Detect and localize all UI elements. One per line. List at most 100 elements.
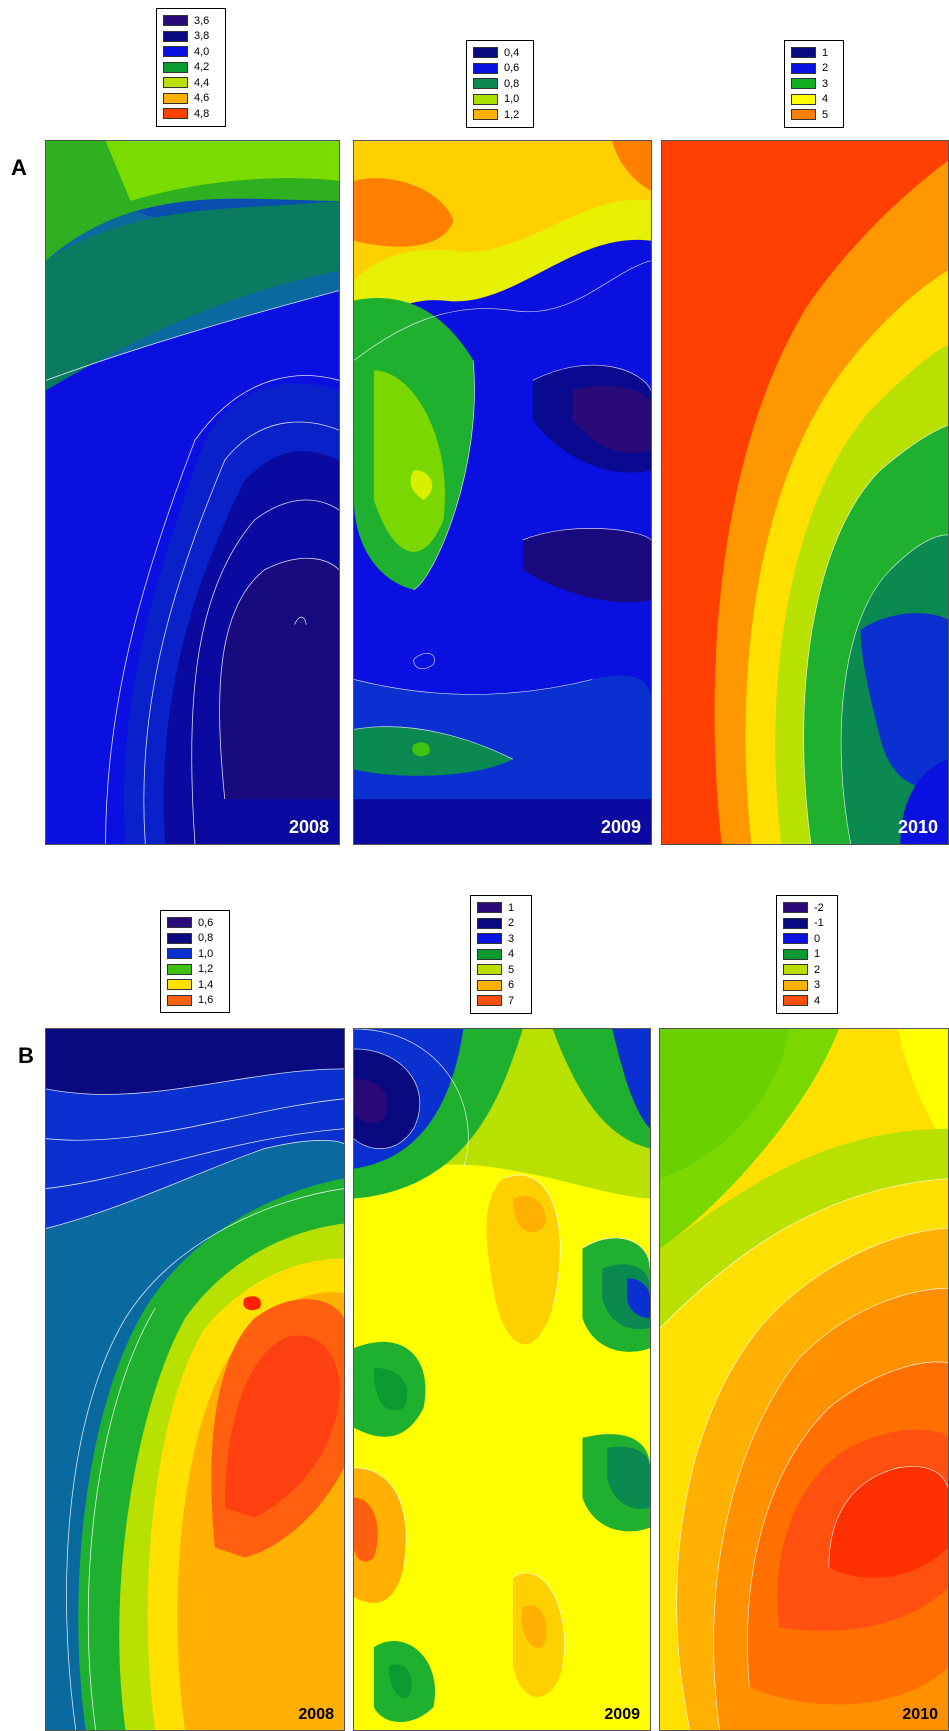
legend-swatch bbox=[163, 30, 188, 42]
legend-swatch bbox=[167, 948, 192, 960]
legend-label: 3,6 bbox=[194, 14, 210, 27]
legend-swatch bbox=[791, 78, 816, 90]
legend-swatch bbox=[473, 47, 498, 59]
legend-entry: 1 bbox=[477, 900, 525, 916]
legend-label: 7 bbox=[508, 994, 515, 1007]
legend-swatch bbox=[791, 93, 816, 105]
legend-swatch bbox=[167, 917, 192, 929]
legend-swatch bbox=[477, 995, 502, 1007]
legend-label: -1 bbox=[814, 917, 824, 930]
legend-entry: 4 bbox=[477, 947, 525, 963]
legend-entry: 5 bbox=[791, 107, 837, 123]
legend-swatch bbox=[167, 963, 192, 975]
legend-label: 0 bbox=[814, 932, 821, 945]
legend-entry: 4,8 bbox=[163, 106, 219, 122]
legend-swatch bbox=[473, 109, 498, 121]
legend-entry: -1 bbox=[783, 916, 831, 932]
legend-label: 1,6 bbox=[198, 994, 214, 1007]
legend-label: 1,0 bbox=[198, 947, 214, 960]
contour-map-a-2008: 2008 bbox=[45, 140, 340, 845]
legend-entry: 0 bbox=[783, 931, 831, 947]
legend-entry: -2 bbox=[783, 900, 831, 916]
legend-label: 4,6 bbox=[194, 92, 210, 105]
legend-swatch bbox=[477, 979, 502, 991]
legend-entry: 2 bbox=[783, 962, 831, 978]
legend-swatch bbox=[473, 62, 498, 74]
legend-entry: 1 bbox=[791, 45, 837, 61]
legend-entry: 2 bbox=[477, 916, 525, 932]
legend-entry: 3,8 bbox=[163, 29, 219, 45]
legend-label: 0,4 bbox=[504, 46, 520, 59]
year-label-a-2010: 2010 bbox=[897, 817, 938, 837]
legend-label: 2 bbox=[508, 917, 515, 930]
legend-label: 1 bbox=[822, 46, 829, 59]
panel-letter-a: A bbox=[11, 155, 27, 180]
legend-swatch bbox=[791, 62, 816, 74]
legend-label: 3 bbox=[822, 77, 829, 90]
legend-entry: 7 bbox=[477, 993, 525, 1009]
legend-label: 4,0 bbox=[194, 45, 210, 58]
legend-label: 4 bbox=[508, 948, 515, 961]
legend-label: -2 bbox=[814, 901, 824, 914]
legend-label: 5 bbox=[508, 963, 515, 976]
legend-label: 4,2 bbox=[194, 61, 210, 74]
legend-swatch bbox=[477, 933, 502, 945]
year-label-a-2008: 2008 bbox=[288, 817, 329, 837]
legend-label: 1,4 bbox=[198, 978, 214, 991]
legend-swatch bbox=[473, 78, 498, 90]
legend-swatch bbox=[783, 902, 808, 914]
legend-entry: 4,6 bbox=[163, 91, 219, 107]
legend-entry: 6 bbox=[477, 978, 525, 994]
legend-entry: 4,2 bbox=[163, 60, 219, 76]
legend-label: 2 bbox=[814, 963, 821, 976]
legend-entry: 4,0 bbox=[163, 44, 219, 60]
legend-entry: 1,2 bbox=[473, 107, 527, 123]
legend-label: 4,4 bbox=[194, 76, 210, 89]
legend-label: 2 bbox=[822, 62, 829, 75]
legend-label: 4 bbox=[822, 93, 829, 106]
panel-letter-b: B bbox=[18, 1043, 34, 1068]
year-label-b-2009: 2009 bbox=[604, 1706, 640, 1723]
legend-swatch bbox=[167, 979, 192, 991]
legend-entry: 1,4 bbox=[167, 977, 223, 993]
legend-label: 4 bbox=[814, 994, 821, 1007]
legend-label: 0,6 bbox=[504, 62, 520, 75]
legend-swatch bbox=[163, 92, 188, 104]
legend-entry: 1,2 bbox=[167, 962, 223, 978]
legend-entry: 1 bbox=[783, 947, 831, 963]
legend-entry: 1,0 bbox=[473, 92, 527, 108]
legend-swatch bbox=[783, 964, 808, 976]
legend-label: 4,8 bbox=[194, 107, 210, 120]
legend-entry: 3 bbox=[783, 978, 831, 994]
legend-entry: 4 bbox=[783, 993, 831, 1009]
legend-swatch bbox=[477, 917, 502, 929]
legend-swatch bbox=[783, 933, 808, 945]
legend-a-2008: 3,6 3,8 4,0 4,2 4,4 4,6 4,8 bbox=[156, 8, 226, 127]
legend-entry: 3 bbox=[477, 931, 525, 947]
year-label-b-2008: 2008 bbox=[298, 1706, 334, 1723]
legend-swatch bbox=[473, 93, 498, 105]
legend-swatch bbox=[783, 948, 808, 960]
contour-map-b-2010: 2010 bbox=[659, 1028, 949, 1731]
legend-swatch bbox=[477, 948, 502, 960]
legend-entry: 0,6 bbox=[167, 915, 223, 931]
legend-label: 0,8 bbox=[504, 77, 520, 90]
legend-b-2010: -2 -1 0 1 2 3 4 bbox=[776, 895, 838, 1014]
legend-swatch bbox=[163, 46, 188, 58]
legend-entry: 4,4 bbox=[163, 75, 219, 91]
legend-label: 5 bbox=[822, 108, 829, 121]
legend-label: 1 bbox=[508, 901, 515, 914]
legend-entry: 5 bbox=[477, 962, 525, 978]
legend-entry: 0,6 bbox=[473, 61, 527, 77]
legend-swatch bbox=[167, 994, 192, 1006]
legend-label: 6 bbox=[508, 979, 515, 992]
legend-swatch bbox=[477, 902, 502, 914]
legend-swatch bbox=[163, 77, 188, 89]
legend-label: 1,2 bbox=[198, 963, 214, 976]
legend-label: 1,0 bbox=[504, 93, 520, 106]
legend-swatch bbox=[783, 995, 808, 1007]
legend-swatch bbox=[163, 108, 188, 120]
legend-b-2009: 1 2 3 4 5 6 7 bbox=[470, 895, 532, 1014]
legend-entry: 2 bbox=[791, 61, 837, 77]
legend-entry: 4 bbox=[791, 92, 837, 108]
